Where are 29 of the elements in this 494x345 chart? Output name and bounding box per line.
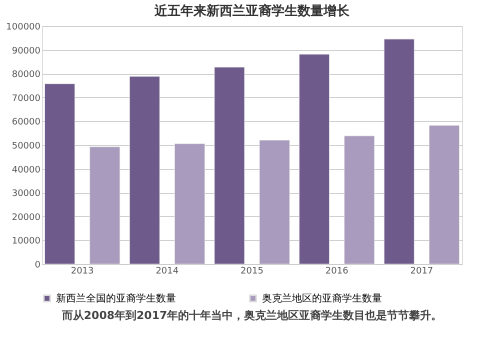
- y-tick-label: 70000: [12, 94, 41, 104]
- bar: [428, 125, 460, 264]
- legend-label: 奥克兰地区的亚裔学生数量: [262, 292, 382, 304]
- y-tick-label: 80000: [12, 70, 41, 80]
- x-tick-label: 2016: [325, 266, 349, 276]
- y-tick-label: 60000: [12, 118, 41, 128]
- x-tick-label: 2013: [70, 266, 94, 276]
- bar: [384, 38, 414, 264]
- bar: [299, 54, 330, 264]
- y-tick-label: 90000: [12, 46, 41, 56]
- legend-label: 新西兰全国的亚裔学生数量: [56, 292, 176, 304]
- x-tick-label: 2014: [156, 266, 179, 276]
- y-tick-label: 30000: [12, 189, 41, 200]
- bar: [174, 144, 205, 264]
- y-tick-label: 20000: [12, 212, 41, 223]
- y-tick-label: 0: [34, 260, 41, 270]
- chart-title: 近五年来新西兰亚裔学生数量增长: [154, 3, 350, 19]
- bar: [259, 140, 290, 264]
- y-tick-label: 10000: [12, 236, 41, 247]
- x-tick-label: 2015: [240, 266, 264, 276]
- x-tick-label: 2017: [410, 266, 434, 276]
- y-tick-label: 100000: [6, 22, 41, 32]
- bar: [129, 76, 160, 264]
- y-tick-label: 50000: [12, 142, 41, 152]
- y-tick-label: 40000: [12, 165, 41, 176]
- bar: [90, 146, 120, 264]
- bar: [344, 136, 375, 264]
- bar: [214, 66, 245, 264]
- text: 而从2008年到2017年的十年当中，奥克兰地区亚裔学生数目也是节节攀升。: [60, 309, 442, 322]
